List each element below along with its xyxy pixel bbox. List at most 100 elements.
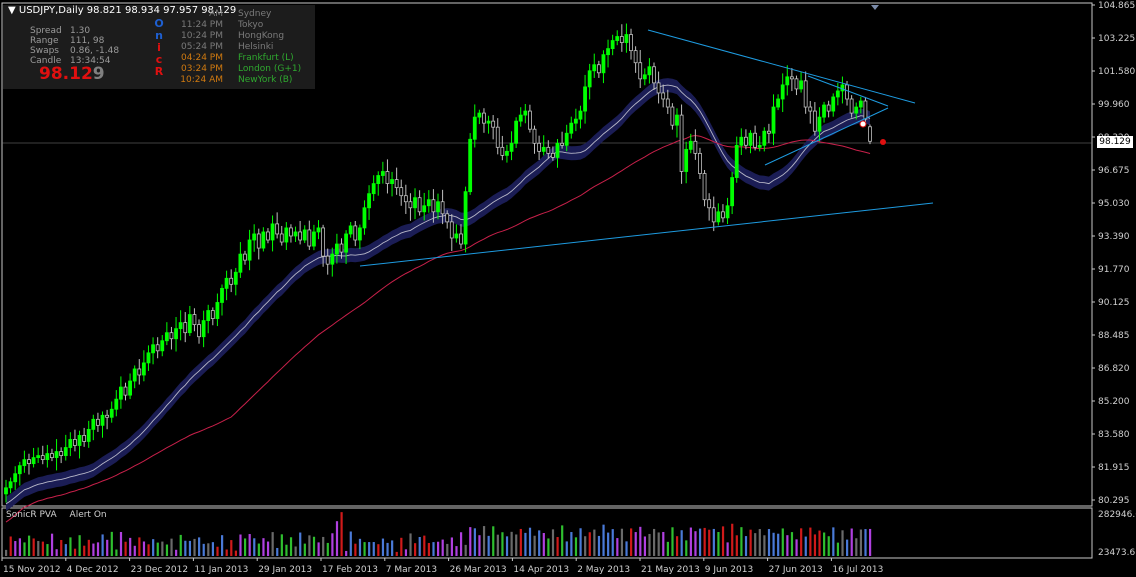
candle-body [293,231,298,237]
volume-bar [767,529,771,556]
price-axis[interactable]: 104.865103.225101.58099.96098.32096.6759… [1092,1,1136,558]
candle-body [606,48,610,56]
stat-value: 0.86, -1.48 [70,46,120,56]
volume-bar [340,512,343,556]
candle-body [858,100,863,108]
candle-body [109,408,114,418]
volume-bar [230,540,233,556]
volume-bar [616,538,619,556]
volume-bar [372,542,375,556]
candle-body [266,231,270,241]
volume-bar [303,543,306,556]
big-price-main: 98.12 [39,64,93,84]
stat-label: Swaps [30,46,59,56]
x-tick-label: 29 Jan 2013 [258,565,312,575]
candle-body [560,142,564,146]
candle-body [514,120,519,144]
candle-body [73,439,77,446]
volume-bar [790,532,794,556]
big-price-digit: 9 [92,64,105,84]
symbol-header[interactable]: ▼ USDJPY,Daily 98.821 98.934 97.957 98.1… [8,5,236,16]
volume-bar [804,536,807,556]
candle-body [8,481,13,489]
volume-bar [455,546,458,556]
volume-bar [299,532,302,556]
volume-bar [64,544,67,556]
volume-bar [556,537,559,556]
candle-body [77,435,82,446]
dropdown-arrow-icon[interactable]: ▼ [8,5,16,16]
lower-trendline [359,202,934,267]
candle-body [164,332,169,342]
candle-body [100,414,105,426]
volume-bar [404,549,408,556]
volume-bar [133,545,136,556]
candle-body [252,233,257,241]
volume-bar [487,535,490,556]
volume-bar [551,529,555,556]
volume-bar [18,538,21,556]
volume-bar [207,543,210,556]
volume-bar [777,533,780,556]
session-time: 10:24 AM [180,75,223,85]
candle-body [403,195,408,203]
volume-bar [317,542,320,556]
upper-trendline [647,29,916,104]
candle-body [679,114,684,172]
candle-body [17,465,22,475]
candle-body [500,146,505,156]
candle-body [390,179,394,184]
candle-body [509,142,514,152]
volume-bar [312,536,316,556]
volume-bar [496,534,499,556]
volume-bar [698,528,702,556]
volume-bar [533,535,536,556]
candle-body [178,322,183,330]
candle-body [68,439,73,448]
candle-body [325,255,330,265]
candle-body [215,302,220,319]
volume-bar [46,544,49,556]
volume-bar [289,537,293,556]
volume-bar [542,532,545,556]
price-pane-border [1,2,1093,507]
x-tick-label: 9 Jun 2013 [705,565,753,575]
volume-bar [308,535,311,556]
candle-body [596,64,601,74]
y-tick-label: 90.125 [1098,298,1130,308]
y-tick-label: 101.580 [1098,67,1135,77]
candle-body [725,205,730,219]
candle-body [86,428,91,442]
volume-bar [459,532,463,556]
session-name: HongKong [238,31,285,41]
candle-body [459,233,463,245]
candle-body [638,62,643,80]
candle-body [413,197,417,209]
x-tick-label: 26 Mar 2013 [450,565,507,575]
volume-bar [409,533,412,556]
candle-body [96,418,100,426]
candle-body [845,84,849,100]
candle-body [744,136,748,146]
sonic-letter: c [155,53,163,66]
candle-body [174,328,178,340]
candle-body [675,114,679,126]
volume-bar [50,533,54,556]
volume-bar [202,543,205,556]
candle-body [22,459,27,467]
candle-body [665,98,670,108]
volume-bar [106,539,109,556]
x-tick-label: 4 Dec 2012 [67,565,119,575]
volume-bar [781,528,784,556]
y-tick-label: 81.915 [1098,463,1130,473]
candle-body [243,253,247,261]
candle-body [642,74,647,80]
candle-body [344,233,348,253]
candle-body [353,225,358,241]
y-tick-label: 86.820 [1098,364,1130,374]
volume-bar [152,539,155,556]
candle-body [835,90,840,98]
volume-bar [464,544,467,556]
time-axis[interactable]: 15 Nov 2012 4 Dec 2012 23 Dec 2012 11 Jan 2… [1,558,883,575]
candle-body [123,386,128,396]
